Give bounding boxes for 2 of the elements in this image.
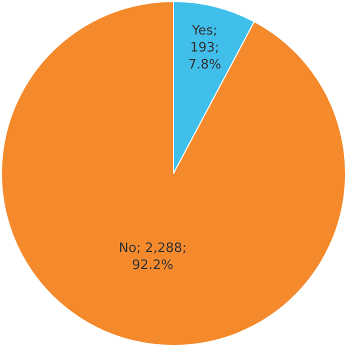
slice-label: No; 2,288; 92.2% <box>118 240 187 273</box>
slice-label: Yes; 193; 7.8% <box>188 24 222 73</box>
